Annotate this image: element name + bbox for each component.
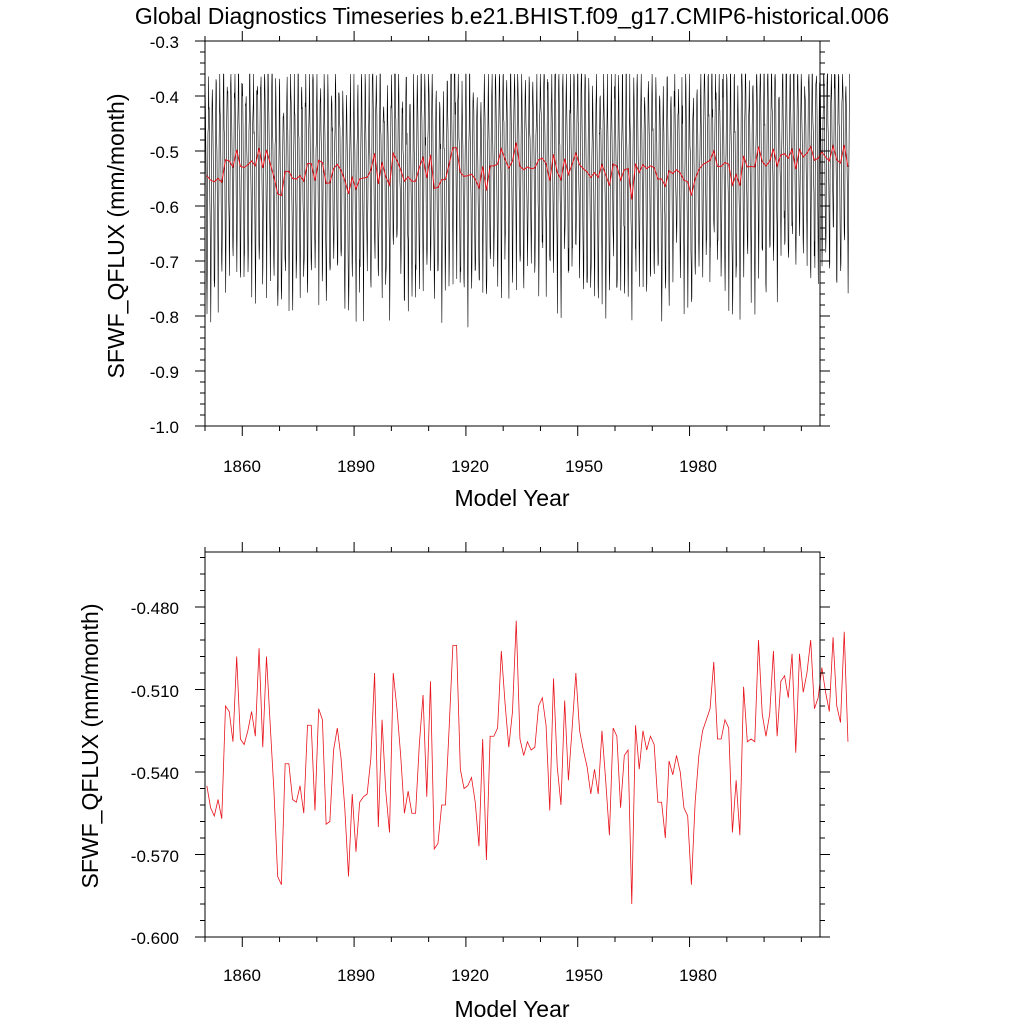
monthly-series-line	[204, 73, 850, 328]
bottom-plot-frame	[204, 551, 821, 938]
top-ytick-label: -0.5	[150, 143, 179, 162]
top-plot-frame	[204, 40, 821, 427]
top-x-axis-label: Model Year	[454, 485, 569, 511]
annual-mean-line	[206, 620, 849, 905]
annual-mean-series	[206, 142, 849, 200]
top-xtick-label: 1890	[337, 457, 375, 476]
bottom-xtick-label: 1920	[451, 966, 489, 985]
top-ytick-label: -0.8	[150, 308, 179, 327]
bottom-x-axis-label: Model Year	[454, 996, 569, 1022]
top-axis-ticks	[195, 31, 830, 436]
bottom-panel: -0.480 -0.510 -0.540 -0.570 -0.600 1860 …	[77, 542, 849, 1022]
top-xtick-label: 1980	[679, 457, 717, 476]
bottom-xtick-label: 1890	[337, 966, 375, 985]
bottom-ytick-label: -0.480	[131, 599, 179, 618]
top-xtick-label: 1860	[223, 457, 261, 476]
annual-mean-line	[206, 142, 849, 200]
top-ytick-label: -0.6	[150, 198, 179, 217]
annual-mean-series	[206, 620, 849, 905]
top-ytick-label: -0.3	[150, 33, 179, 52]
top-ytick-label: -1.0	[150, 418, 179, 437]
bottom-y-axis-label: SFWF_QFLUX (mm/month)	[77, 604, 103, 889]
bottom-ytick-label: -0.510	[131, 682, 179, 701]
top-xtick-label: 1920	[451, 457, 489, 476]
top-ytick-label: -0.7	[150, 253, 179, 272]
figure-title: Global Diagnostics Timeseries b.e21.BHIS…	[135, 3, 889, 29]
bottom-xtick-label: 1980	[679, 966, 717, 985]
top-xtick-label: 1950	[565, 457, 603, 476]
bottom-xtick-label: 1860	[223, 966, 261, 985]
monthly-series	[204, 73, 850, 328]
top-ytick-label: -0.9	[150, 363, 179, 382]
bottom-ytick-label: -0.540	[131, 764, 179, 783]
top-ytick-label: -0.4	[150, 88, 179, 107]
bottom-ytick-label: -0.570	[131, 847, 179, 866]
top-panel: -0.3 -0.4 -0.5 -0.6 -0.7 -0.8 -0.9 -1.0 …	[103, 31, 850, 511]
bottom-axis-ticks	[195, 542, 830, 947]
bottom-ytick-label: -0.600	[131, 929, 179, 948]
bottom-xtick-label: 1950	[565, 966, 603, 985]
top-y-axis-label: SFWF_QFLUX (mm/month)	[103, 94, 129, 379]
